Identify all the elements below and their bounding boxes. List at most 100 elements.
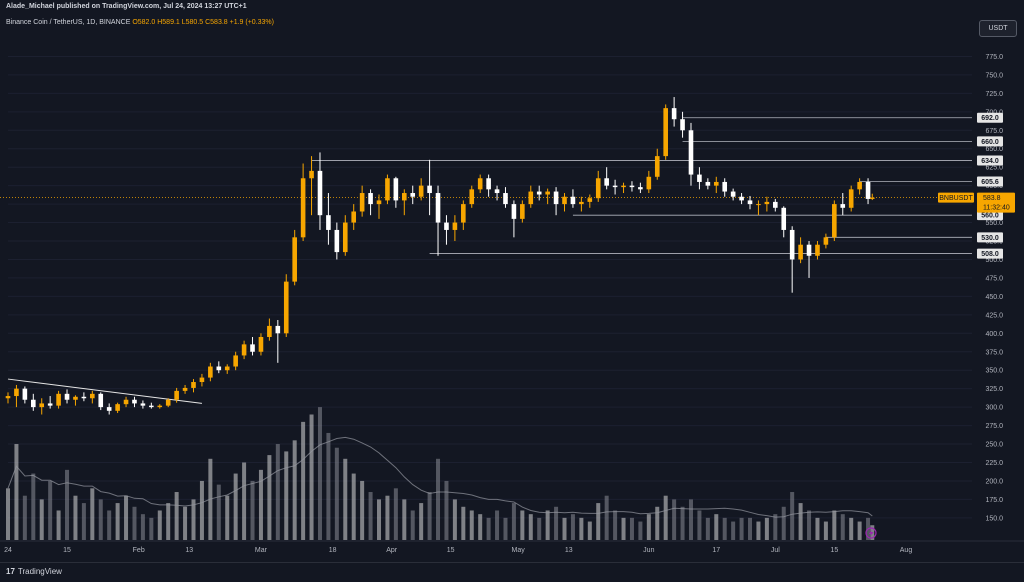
candle-body — [258, 336, 264, 352]
candle-body — [587, 198, 593, 202]
volume-bar — [832, 510, 837, 540]
candle-body — [64, 393, 70, 400]
volume-bar — [258, 469, 263, 540]
tradingview-logo[interactable]: 17 TradingView — [6, 567, 62, 576]
volume-bar — [343, 458, 348, 540]
candle-body — [869, 197, 875, 199]
y-tick-label: 450.0 — [985, 294, 1003, 301]
candle-body — [553, 191, 559, 205]
x-tick-label: 13 — [185, 547, 193, 554]
volume-bar — [124, 495, 129, 540]
volume-bar — [22, 495, 27, 540]
level-tag — [977, 248, 1003, 259]
symbol-title: Binance Coin / TetherUS, 1D, BINANCE — [6, 19, 131, 26]
volume-bar — [351, 473, 356, 540]
tradingview-logo-icon: 17 — [6, 567, 15, 576]
candle-body — [250, 344, 255, 352]
volume-bar — [233, 473, 238, 540]
volume-bar — [225, 495, 230, 540]
volume-bar — [688, 499, 693, 540]
volume-bar — [31, 473, 36, 540]
volume-bar — [275, 444, 280, 540]
y-tick-label: 275.0 — [985, 423, 1003, 430]
volume-bar — [545, 510, 550, 540]
candle-body — [570, 196, 576, 205]
y-tick-label: 200.0 — [985, 478, 1003, 485]
volume-bar — [419, 503, 424, 540]
footer: 17 TradingView — [0, 562, 1024, 582]
candle-body — [823, 237, 829, 245]
volume-bar — [242, 462, 247, 540]
candle-body — [857, 181, 862, 190]
volume-bar — [427, 492, 432, 540]
volume-bar — [495, 510, 500, 540]
price-axis-background — [974, 0, 1024, 562]
volume-bar — [385, 495, 390, 540]
x-tick-label: Apr — [386, 547, 398, 554]
level-tag-label: 692.0 — [981, 115, 999, 122]
candle-body — [848, 189, 854, 208]
candle-body — [30, 399, 36, 408]
symbol-tag-label: BNBUSDT — [939, 195, 973, 202]
volume-bar — [360, 480, 365, 540]
tradingview-logo-text: TradingView — [17, 567, 62, 576]
candle-body — [832, 204, 837, 238]
candle-body — [309, 170, 314, 179]
volume-bar — [284, 451, 289, 540]
candle-body — [722, 181, 728, 192]
x-tick-label: 15 — [830, 547, 838, 554]
candle-body — [157, 405, 163, 408]
volume-bar — [39, 499, 44, 540]
volume-bar — [739, 517, 744, 540]
candle-body — [469, 189, 475, 205]
volume-bar — [781, 506, 786, 540]
volume-bar — [107, 510, 112, 540]
volume-bar — [596, 503, 601, 540]
volume-bar — [436, 458, 441, 540]
candle-body — [444, 222, 449, 230]
last-price-tag — [977, 192, 1015, 213]
volume-bar — [756, 521, 761, 540]
volume-bar — [309, 414, 314, 540]
y-tick-label: 775.0 — [985, 54, 1003, 61]
candle-body — [528, 191, 534, 205]
level-tag — [977, 176, 1003, 187]
y-tick-label: 725.0 — [985, 91, 1003, 98]
volume-bar — [317, 407, 322, 540]
volume-bar — [613, 510, 618, 540]
volume-bar — [503, 517, 508, 540]
volume-bar — [14, 444, 19, 540]
candle-body — [671, 108, 677, 120]
volume-bar — [115, 503, 120, 540]
candle-body — [638, 187, 643, 190]
y-tick-label: 225.0 — [985, 460, 1003, 467]
volume-bar — [65, 469, 70, 540]
volume-bar — [452, 499, 457, 540]
volume-bar — [402, 499, 407, 540]
volume-bar — [183, 506, 188, 540]
volume-bar — [722, 517, 727, 540]
horizontal-levels — [0, 117, 972, 254]
candle-body — [646, 176, 652, 190]
y-tick-label: 325.0 — [985, 386, 1003, 393]
y-tick-label: 475.0 — [985, 275, 1003, 282]
candle-body — [579, 201, 584, 205]
volume-bar — [478, 514, 483, 540]
volume-bar — [823, 521, 828, 540]
candle-body — [629, 185, 635, 188]
level-tag-label: 508.0 — [981, 251, 999, 258]
currency-badge[interactable]: USDT — [979, 20, 1017, 37]
candle-body — [98, 393, 104, 408]
symbol-line: Binance Coin / TetherUS, 1D, BINANCE O58… — [6, 19, 274, 26]
trendline[interactable] — [7, 378, 202, 404]
price-chart[interactable]: 150.0 175.0 200.0 225.0 250.0 275.0 300.0 325.0… — [0, 0, 1024, 562]
candle-body — [216, 366, 222, 371]
candle-body — [149, 405, 154, 408]
lightning-icon[interactable] — [865, 527, 877, 539]
volume-bar — [748, 517, 753, 540]
volume-bar — [840, 514, 845, 540]
y-tick-label: 150.0 — [985, 515, 1003, 522]
candle-body — [705, 181, 711, 186]
level-tag — [977, 232, 1003, 243]
candle-body — [115, 404, 120, 411]
